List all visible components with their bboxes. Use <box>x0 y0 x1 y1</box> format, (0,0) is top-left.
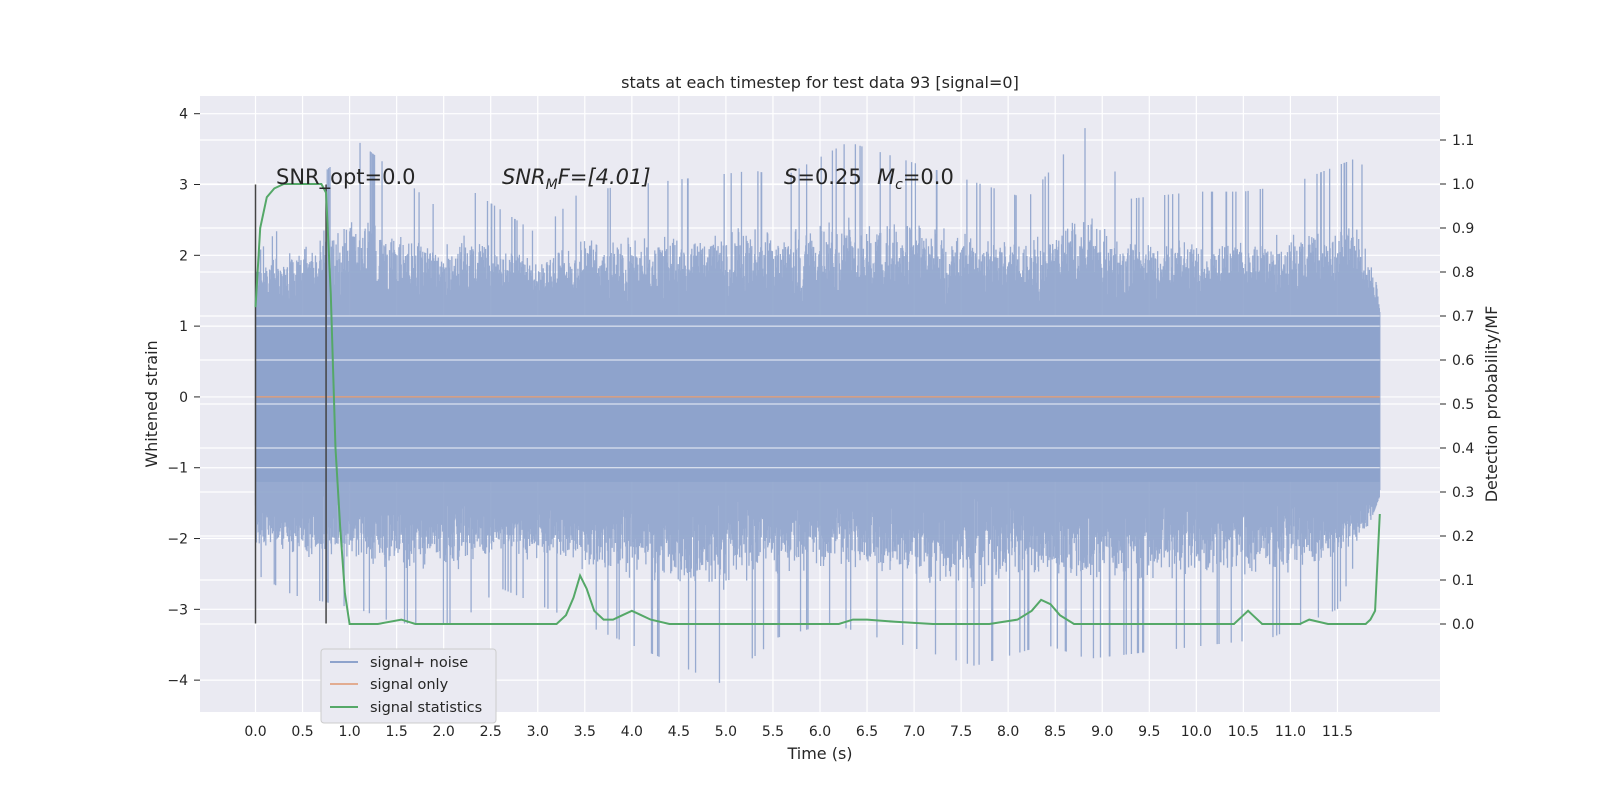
y2-tick-label: 0.2 <box>1452 529 1474 545</box>
y2-tick-label: 0.3 <box>1452 485 1474 501</box>
x-tick-labels: 0.0 0.5 1.0 1.5 2.0 2.5 3.0 3.5 4.0 4.5 5.0 5.5 6.0 6… <box>244 724 1353 740</box>
marker-lines <box>254 184 327 624</box>
x-tick-label: 4.5 <box>668 724 690 740</box>
x-tick-label: 1.5 <box>385 724 407 740</box>
y-tick-labels: −4 −3 −2 −1 0 1 2 3 4 <box>167 107 200 689</box>
x-tick-label: 9.0 <box>1091 724 1113 740</box>
y2-axis-label: Detection probability/MF <box>1482 306 1501 503</box>
x-tick-label: 3.0 <box>527 724 549 740</box>
x-tick-label: 0.5 <box>291 724 313 740</box>
annotation-snr-mf: SNRMF=[4.01] <box>502 165 651 193</box>
signal-noise-core <box>255 315 1380 482</box>
y2-tick-label: 0.9 <box>1452 221 1474 237</box>
signal-statistics-line <box>254 183 1381 625</box>
annotation-mc: Mc=0.0 <box>877 165 954 193</box>
annotation-s: S=0.25 <box>784 165 862 189</box>
x-tick-label: 11.0 <box>1275 724 1306 740</box>
x-tick-label: 5.5 <box>762 724 784 740</box>
y-tick-label: 1 <box>179 319 188 335</box>
annotation-snr-opt: SNR_opt=0.0 <box>276 165 416 190</box>
x-axis-label: Time (s) <box>786 744 852 763</box>
x-tick-label: 8.0 <box>997 724 1019 740</box>
x-tick-label: 6.5 <box>856 724 878 740</box>
chart-title: stats at each timestep for test data 93 … <box>621 73 1019 92</box>
x-tick-label: 3.5 <box>574 724 596 740</box>
y-tick-label: −2 <box>167 532 188 548</box>
legend: signal+ noise signal only signal statist… <box>320 648 497 724</box>
x-tick-label: 7.5 <box>950 724 972 740</box>
y-tick-label: 3 <box>179 178 188 194</box>
signal-noise-series <box>254 128 1381 683</box>
x-tick-label: 10.0 <box>1181 724 1212 740</box>
x-tick-label: 4.0 <box>621 724 643 740</box>
y-axis-label: Whitened strain <box>142 340 161 467</box>
x-tick-label: 0.0 <box>244 724 266 740</box>
y2-tick-label: 0.0 <box>1452 617 1474 633</box>
y2-tick-label: 0.1 <box>1452 573 1474 589</box>
legend-label-signal: signal only <box>370 677 449 693</box>
x-tick-label: 2.0 <box>433 724 455 740</box>
signal-statistics-series <box>254 183 1381 625</box>
x-tick-label: 5.0 <box>715 724 737 740</box>
legend-label-stats: signal statistics <box>370 700 482 716</box>
y2-tick-label: 0.4 <box>1452 441 1474 457</box>
legend-box <box>320 648 497 724</box>
y2-tick-label: 1.0 <box>1452 177 1474 193</box>
y2-tick-label: 0.7 <box>1452 309 1474 325</box>
y2-tick-label: 0.5 <box>1452 397 1474 413</box>
x-tick-label: 6.0 <box>809 724 831 740</box>
x-tick-label: 2.5 <box>480 724 502 740</box>
x-tick-label: 9.5 <box>1138 724 1160 740</box>
legend-label-noise: signal+ noise <box>370 655 468 671</box>
y2-tick-labels: 0.0 0.1 0.2 0.3 0.4 0.5 0.6 0.7 0.8 0.9 1.0 1.1 <box>1440 133 1474 633</box>
x-tick-label: 1.0 <box>338 724 360 740</box>
y-tick-label: −1 <box>167 461 188 477</box>
y2-tick-label: 0.6 <box>1452 353 1474 369</box>
y-tick-label: 4 <box>179 107 188 123</box>
y-tick-label: 2 <box>179 248 188 264</box>
x-tick-label: 10.5 <box>1228 724 1259 740</box>
x-tick-label: 8.5 <box>1044 724 1066 740</box>
x-tick-label: 11.5 <box>1322 724 1353 740</box>
x-tick-label: 7.0 <box>903 724 925 740</box>
y-tick-label: −3 <box>167 602 188 618</box>
y2-tick-label: 1.1 <box>1452 133 1474 149</box>
y-tick-label: 0 <box>179 390 188 406</box>
y-tick-label: −4 <box>167 673 188 689</box>
y2-tick-label: 0.8 <box>1452 265 1474 281</box>
